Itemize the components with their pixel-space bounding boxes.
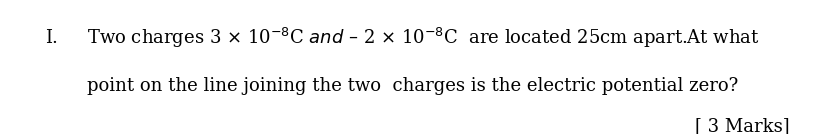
Text: [ 3 Marks]: [ 3 Marks] (696, 117, 790, 134)
Text: point on the line joining the two  charges is the electric potential zero?: point on the line joining the two charge… (87, 77, 738, 95)
Text: Two charges 3 $\times$ 10$^{-8}$C $\mathit{and}$ – 2 $\times$ 10$^{-8}$C  are lo: Two charges 3 $\times$ 10$^{-8}$C $\math… (87, 25, 760, 50)
Text: I.: I. (45, 29, 59, 46)
